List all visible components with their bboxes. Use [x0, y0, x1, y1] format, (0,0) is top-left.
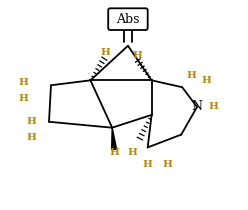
Text: Abs: Abs: [116, 13, 140, 26]
Text: H: H: [100, 48, 110, 57]
Text: H: H: [209, 102, 219, 112]
Text: H: H: [143, 160, 153, 169]
FancyBboxPatch shape: [108, 8, 148, 30]
Text: H: H: [128, 148, 138, 157]
Polygon shape: [112, 128, 117, 150]
Text: H: H: [18, 94, 28, 103]
Text: N: N: [191, 100, 203, 113]
Text: H: H: [26, 133, 36, 142]
Text: H: H: [133, 51, 143, 60]
Text: H: H: [202, 76, 212, 85]
Text: H: H: [109, 148, 119, 157]
Text: H: H: [162, 160, 172, 169]
Text: H: H: [186, 71, 196, 80]
Text: H: H: [26, 117, 36, 126]
Text: H: H: [18, 78, 28, 87]
